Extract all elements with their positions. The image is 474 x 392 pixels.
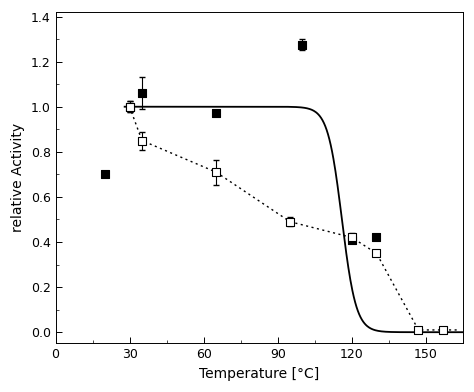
Point [138,90,146,96]
Point [101,171,109,178]
Point [126,103,133,110]
Point [373,234,380,241]
Point [212,110,220,116]
Point [348,237,356,243]
Point [138,138,146,144]
Point [373,250,380,256]
Point [348,234,356,241]
X-axis label: Temperature [°C]: Temperature [°C] [199,367,319,381]
Point [126,103,133,110]
Y-axis label: relative Activity: relative Activity [11,123,25,232]
Point [286,219,294,225]
Point [299,42,306,48]
Point [439,327,447,333]
Point [415,327,422,333]
Point [212,169,220,175]
